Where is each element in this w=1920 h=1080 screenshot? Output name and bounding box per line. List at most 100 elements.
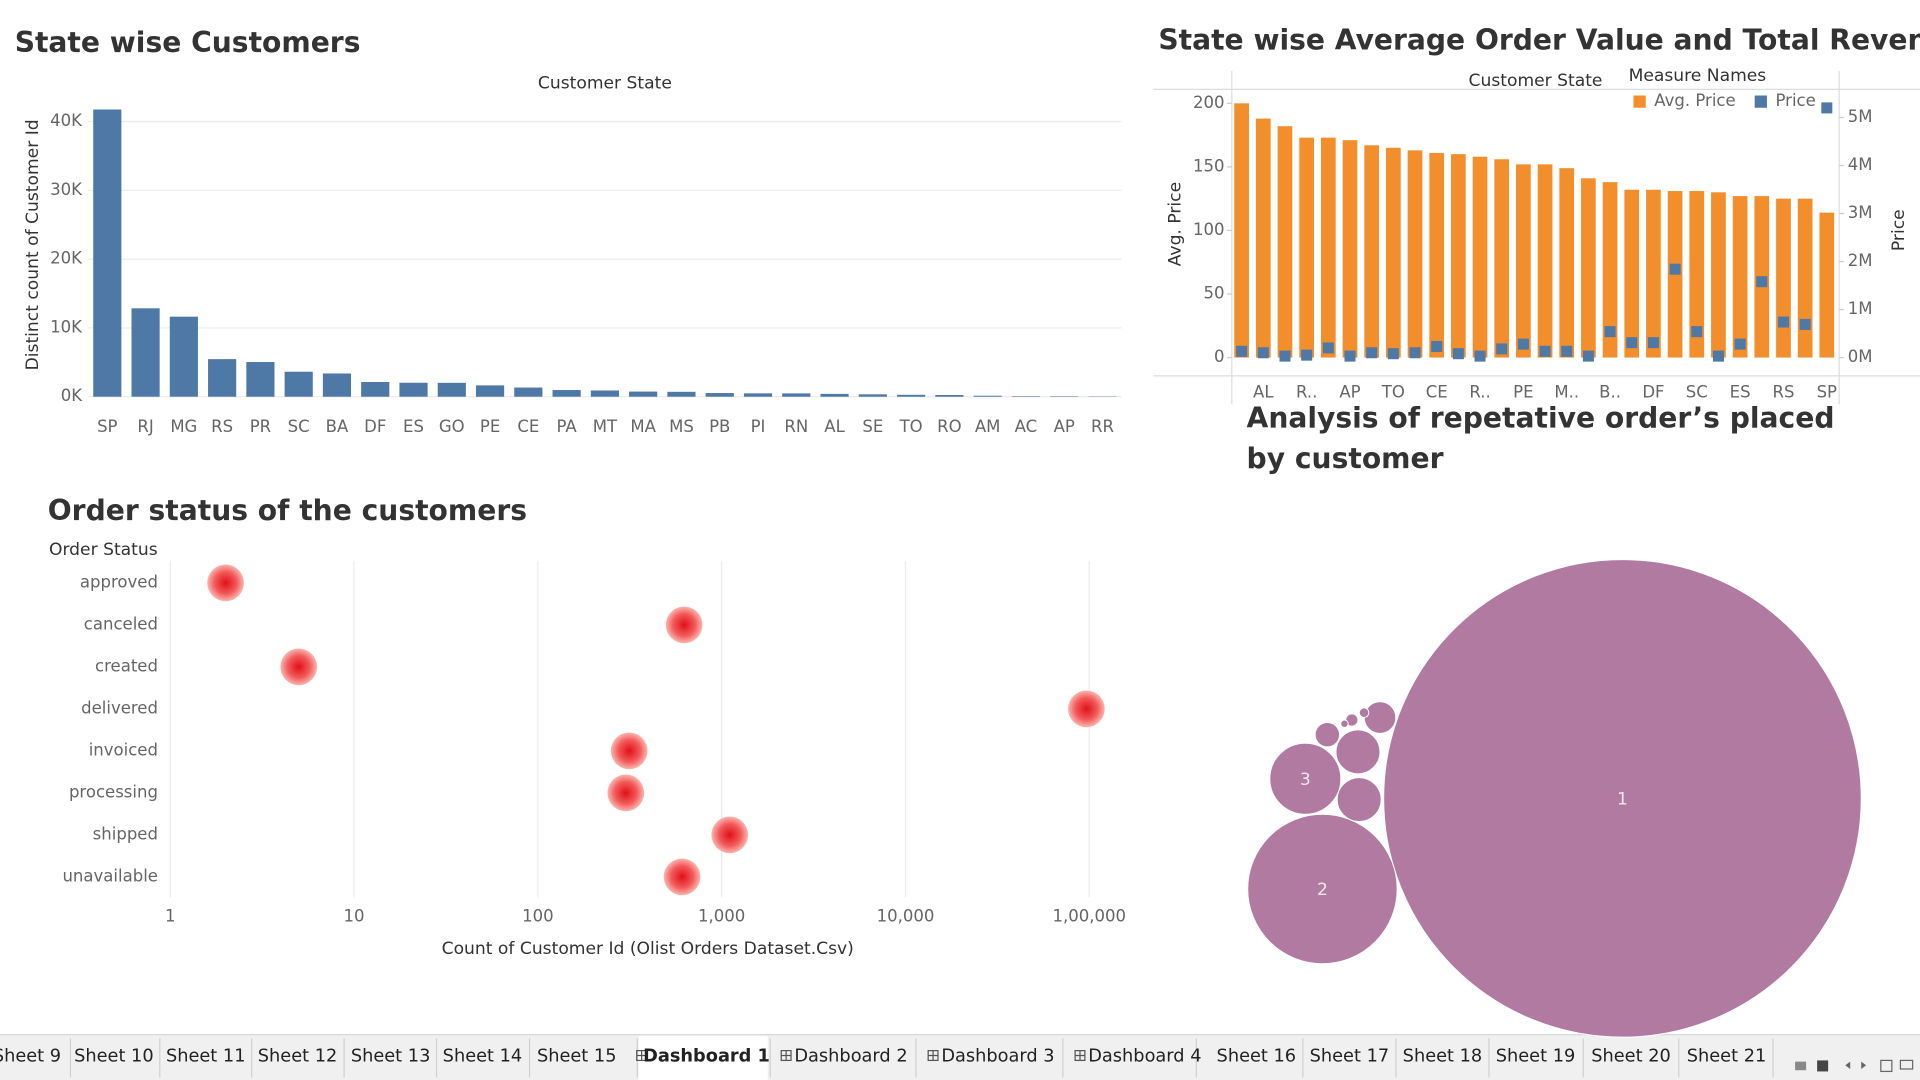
price-mark xyxy=(1626,337,1638,349)
tab[interactable]: Sheet 19 xyxy=(1496,1038,1584,1078)
tab[interactable]: Sheet 18 xyxy=(1403,1038,1490,1078)
x-tick-label: PE xyxy=(480,417,500,436)
tab[interactable]: Sheet 16 xyxy=(1217,1038,1304,1078)
legend-title: Measure Names xyxy=(1629,66,1767,86)
bar xyxy=(1299,137,1314,358)
price-mark xyxy=(1712,350,1724,362)
bar xyxy=(897,394,926,397)
tab-label: Dashboard 1 xyxy=(643,1047,770,1067)
x-tick-label: AC xyxy=(1015,417,1038,436)
x-tick-label: AP xyxy=(1054,417,1075,436)
bubble xyxy=(1314,722,1341,748)
chart-title-box: Analysis of repetative order’s placed by… xyxy=(1247,403,1835,475)
tab-label: Sheet 19 xyxy=(1496,1047,1576,1067)
tab[interactable]: Sheet 20 xyxy=(1591,1038,1680,1078)
x-tick-label: PI xyxy=(751,417,766,436)
tab[interactable]: Sheet 9 xyxy=(0,1038,72,1078)
dot xyxy=(207,564,244,602)
x-tick-label: AM xyxy=(975,417,1001,436)
bar xyxy=(1451,154,1466,358)
tab[interactable]: Dashboard 2 xyxy=(780,1038,917,1078)
tab-label: Sheet 15 xyxy=(537,1047,617,1067)
x-tick-label: RN xyxy=(784,417,808,436)
x-tick-label: AL xyxy=(1253,383,1274,402)
tab[interactable]: Dashboard 3 xyxy=(927,1038,1064,1078)
bar xyxy=(399,382,428,397)
dot xyxy=(280,648,318,686)
price-mark xyxy=(1517,338,1529,350)
x-header: Customer State xyxy=(1469,71,1603,91)
x-tick-label: MS xyxy=(669,417,694,436)
tab[interactable]: Dashboard 1 xyxy=(636,1035,771,1080)
y-tick-label: shipped xyxy=(93,824,158,843)
y-tick-label: 150 xyxy=(1193,156,1225,175)
bar xyxy=(820,393,849,397)
bar xyxy=(590,390,619,397)
y2-tick-label: 0M xyxy=(1848,347,1873,366)
bar xyxy=(1581,178,1596,358)
tab[interactable]: Sheet 13 xyxy=(351,1038,438,1078)
bar xyxy=(1011,396,1041,397)
bar xyxy=(246,362,275,397)
bubble xyxy=(1336,777,1382,823)
bar xyxy=(514,387,543,397)
tab[interactable]: Sheet 12 xyxy=(258,1038,345,1078)
y-tick-label: 50 xyxy=(1203,283,1224,302)
price-mark xyxy=(1474,350,1486,362)
bubble-label: 3 xyxy=(1300,770,1311,790)
tab[interactable]: Sheet 17 xyxy=(1310,1038,1397,1078)
y2-tick-label: 3M xyxy=(1848,203,1873,222)
x-tick-label: R.. xyxy=(1296,383,1317,402)
tab-bar xyxy=(0,1034,1920,1080)
bar xyxy=(208,359,237,397)
x-tick-label: B.. xyxy=(1599,383,1621,402)
bar xyxy=(743,393,773,397)
tab[interactable]: Sheet 21 xyxy=(1687,1038,1774,1078)
bubble xyxy=(1269,742,1342,815)
dot xyxy=(665,606,703,644)
x-tick-label: 10,000 xyxy=(877,907,935,926)
bar xyxy=(705,393,734,397)
legend-swatch xyxy=(1633,95,1646,108)
x-tick-label: ES xyxy=(403,417,424,436)
bar xyxy=(1277,126,1293,358)
price-mark xyxy=(1604,326,1616,338)
x-tick-label: AL xyxy=(824,417,845,436)
y-tick-label: invoiced xyxy=(89,740,158,759)
bar xyxy=(169,316,198,397)
x-tick-label: DF xyxy=(1642,383,1664,402)
chart-title: State wise Average Order Value and Total… xyxy=(1158,24,1920,57)
y-tick-label: processing xyxy=(69,782,158,801)
bar xyxy=(1342,140,1358,358)
x-tick-label: CE xyxy=(517,417,539,436)
price-mark xyxy=(1799,318,1811,330)
price-mark xyxy=(1452,348,1464,360)
price-mark xyxy=(1344,350,1356,362)
tab-label: Sheet 16 xyxy=(1217,1047,1297,1067)
dot xyxy=(607,774,645,812)
price-mark xyxy=(1301,349,1313,361)
tab-label: Sheet 13 xyxy=(351,1047,431,1067)
price-mark xyxy=(1539,345,1551,357)
tab[interactable]: Sheet 11 xyxy=(166,1038,253,1078)
x-tick-label: GO xyxy=(439,417,465,436)
y-tick-label: 30K xyxy=(50,180,83,199)
bar xyxy=(629,391,658,397)
x-tick-label: BA xyxy=(326,417,349,436)
tab[interactable]: Sheet 14 xyxy=(443,1038,531,1078)
y2-tick-label: 1M xyxy=(1848,299,1873,318)
x-tick-label: PA xyxy=(557,417,578,436)
x-tick-label: PB xyxy=(709,417,730,436)
tab[interactable]: Dashboard 4 xyxy=(1074,1038,1202,1078)
x-tick-label: TO xyxy=(899,417,923,436)
tab-label: Sheet 9 xyxy=(0,1047,61,1067)
tab-label: Sheet 12 xyxy=(258,1047,338,1067)
price-mark xyxy=(1387,348,1399,360)
bubble xyxy=(1358,707,1370,718)
tab[interactable]: Sheet 10 xyxy=(74,1038,161,1078)
view-controls[interactable] xyxy=(1795,1059,1914,1073)
bar xyxy=(1646,189,1661,358)
bubble-label: 2 xyxy=(1317,880,1328,900)
bar xyxy=(1234,103,1249,358)
x-tick-label: RJ xyxy=(137,417,153,436)
